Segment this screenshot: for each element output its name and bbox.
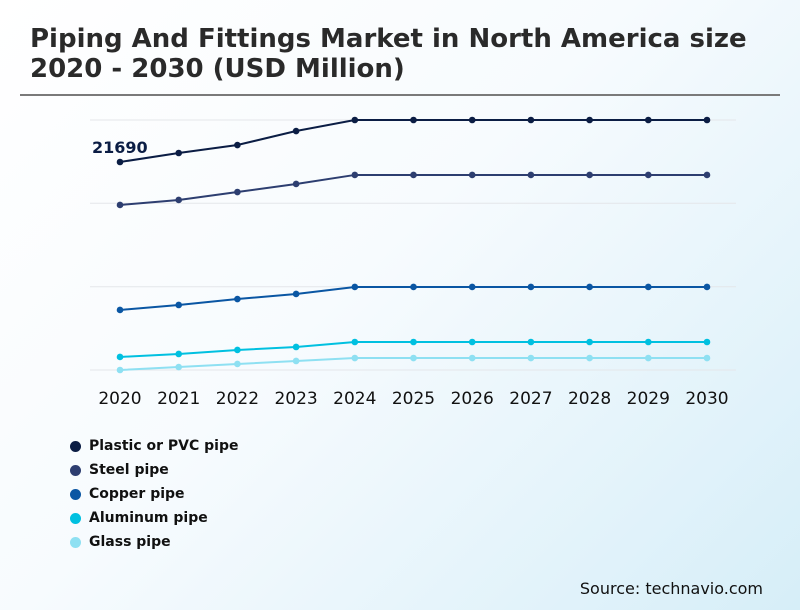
legend-dot-icon <box>70 440 81 452</box>
data-point <box>351 354 359 362</box>
data-point <box>292 357 300 365</box>
legend: Plastic or PVC pipe Steel pipe Copper pipe… <box>70 434 238 554</box>
legend-dot-icon <box>70 464 81 476</box>
data-point <box>234 188 241 196</box>
source-text: Source: technavio.com <box>579 579 763 598</box>
data-point <box>586 116 593 124</box>
x-tick-label: 2024 <box>333 389 376 409</box>
data-point <box>351 283 359 291</box>
data-point <box>116 201 124 209</box>
data-point <box>234 141 241 149</box>
data-point <box>645 171 652 179</box>
data-point <box>527 116 535 124</box>
data-point <box>703 116 711 124</box>
legend-item: Copper pipe <box>70 482 238 506</box>
data-point <box>410 354 417 362</box>
data-point <box>292 290 300 298</box>
x-tick-label: 2021 <box>157 389 200 409</box>
data-point <box>175 149 182 157</box>
legend-label: Plastic or PVC pipe <box>89 438 239 454</box>
data-point <box>234 346 241 354</box>
data-point <box>703 171 711 179</box>
data-point <box>468 283 476 291</box>
data-point <box>527 338 535 346</box>
x-tick-label: 2030 <box>685 389 728 409</box>
data-point <box>410 283 417 291</box>
data-point <box>468 171 476 179</box>
data-point <box>410 171 417 179</box>
series-line <box>119 119 707 163</box>
x-tick-label: 2029 <box>627 389 670 409</box>
data-point <box>175 363 182 371</box>
data-point <box>703 338 711 346</box>
data-point <box>645 116 652 124</box>
data-point <box>645 338 652 346</box>
data-point <box>175 196 182 204</box>
data-point <box>175 301 182 309</box>
data-point <box>468 116 476 124</box>
legend-label: Steel pipe <box>89 462 169 478</box>
legend-dot-icon <box>70 512 81 524</box>
data-point <box>586 338 593 346</box>
legend-item: Glass pipe <box>70 530 238 554</box>
x-tick-label: 2022 <box>216 389 259 409</box>
x-tick-label: 2028 <box>568 389 611 409</box>
data-point <box>527 171 535 179</box>
data-point <box>703 354 711 362</box>
data-point <box>234 295 241 303</box>
data-point <box>527 354 535 362</box>
legend-item: Aluminum pipe <box>70 506 238 530</box>
data-point <box>292 127 300 135</box>
data-point <box>234 360 241 368</box>
legend-dot-icon <box>70 536 81 548</box>
data-point <box>645 354 652 362</box>
legend-label: Glass pipe <box>89 534 171 550</box>
data-point <box>292 343 300 351</box>
data-point <box>116 353 124 361</box>
data-point <box>116 158 124 166</box>
data-point <box>468 354 476 362</box>
series-line <box>119 285 707 311</box>
legend-label: Aluminum pipe <box>89 510 208 526</box>
data-point <box>351 338 359 346</box>
data-point <box>645 283 652 291</box>
data-point <box>351 116 359 124</box>
data-point <box>586 354 593 362</box>
data-point <box>116 306 124 314</box>
x-tick-label: 2026 <box>451 389 494 409</box>
legend-item: Plastic or PVC pipe <box>70 434 238 458</box>
data-point <box>292 180 300 188</box>
data-point <box>468 338 476 346</box>
data-point <box>527 283 535 291</box>
series-line <box>119 173 707 206</box>
x-tick-label: 2023 <box>274 389 317 409</box>
x-tick-label: 2027 <box>509 389 552 409</box>
data-point <box>410 116 417 124</box>
legend-item: Steel pipe <box>70 458 238 482</box>
data-point <box>175 350 182 358</box>
legend-label: Copper pipe <box>89 486 185 502</box>
data-point <box>410 338 417 346</box>
x-tick-label: 2020 <box>98 389 141 409</box>
data-point <box>586 283 593 291</box>
data-point <box>116 366 124 374</box>
chart-title: Piping And Fittings Market in North Amer… <box>30 24 747 84</box>
x-tick-label: 2025 <box>392 389 435 409</box>
line-chart: 2020 2021 2022 2023 2024 2025 2026 2027 2028 2029… <box>90 116 736 409</box>
legend-dot-icon <box>70 488 81 500</box>
data-point <box>586 171 593 179</box>
data-label: 21690 <box>92 138 148 157</box>
title-divider <box>20 94 780 96</box>
data-point <box>703 283 711 291</box>
data-point <box>351 171 359 179</box>
